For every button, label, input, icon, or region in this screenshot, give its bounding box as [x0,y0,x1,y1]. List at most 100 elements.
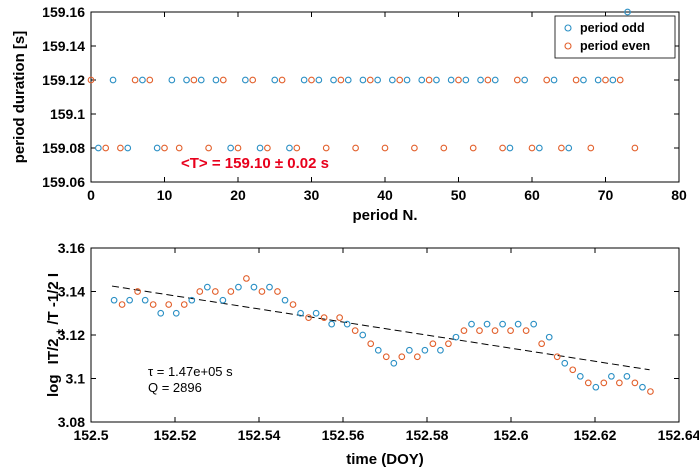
bottom-point-odd [390,359,398,367]
top-x-tick-label: 30 [304,187,320,203]
bottom-point-odd [561,359,569,367]
bottom-x-tick-label: 152.56 [322,427,365,443]
top-point-odd [462,76,470,84]
bottom-point-even [445,340,452,348]
bottom-point-even [584,379,592,387]
bottom-point-odd [437,346,444,354]
top-point-even [146,76,154,84]
fit-line [111,285,650,371]
bottom-point-odd [297,309,304,317]
top-point-even [249,76,257,84]
top-point-even [602,76,609,84]
bottom-point-even [616,379,623,387]
top-point-odd [94,144,102,152]
top-point-odd [609,76,617,84]
bottom-y-tick-label: 3.14 [58,284,85,300]
top-point-odd [389,76,396,84]
bottom-y-axis-label: log IT/2 ± /T -1/2 I [45,273,67,397]
bottom-point-even [382,353,390,361]
bottom-point-even [274,288,281,295]
bottom-point-odd [266,283,273,291]
bottom-point-even [134,288,141,295]
bottom-point-even [196,288,204,295]
top-point-odd [418,76,426,84]
bottom-point-even [320,314,328,321]
top-point-odd [286,144,293,152]
top-point-even [352,144,359,152]
bottom-point-even [476,327,483,335]
top-x-tick-label: 80 [671,187,687,203]
ylabel-log: log [45,375,62,398]
bottom-point-odd [312,309,320,317]
top-point-even [322,144,330,152]
top-point-odd [535,144,543,152]
bottom-point-odd [126,296,133,304]
bottom-point-even [507,327,514,335]
top-point-even [87,76,95,84]
top-point-odd [197,76,205,84]
top-point-even [102,144,110,152]
bottom-y-tick-label: 3.1 [66,371,86,387]
top-point-odd [344,76,352,84]
ylabel-tail: /T -1/2 I [45,273,62,325]
top-y-tick-label: 159.16 [42,4,85,20]
bottom-point-odd [623,372,631,380]
bottom-point-odd [592,383,600,391]
top-y-tick-label: 159.14 [42,38,85,54]
top-point-even [219,76,227,84]
bottom-y-tick-label: 3.08 [58,414,85,430]
bottom-x-tick-label: 152.54 [238,427,281,443]
top-point-odd [330,76,337,84]
top-x-tick-label: 40 [377,187,393,203]
bottom-point-odd [359,331,367,339]
top-point-odd [565,144,573,152]
bottom-point-even [600,379,608,387]
top-point-odd [550,76,558,84]
top-point-odd [109,76,117,84]
bottom-point-odd [452,333,460,341]
bottom-panel: 152.5 152.52 152.54 152.56 152.58 152.6 152.62… [45,240,699,468]
bottom-point-even [336,314,343,321]
bottom-point-even [538,340,546,348]
top-point-even [469,144,477,152]
top-y-axis-label: period duration [s] [11,31,28,164]
top-y-tick-label: 159.12 [42,72,85,88]
legend-marker-odd [564,24,572,32]
top-point-odd [506,144,514,152]
bottom-point-odd [110,296,118,304]
bottom-point-even [289,301,297,308]
bottom-point-odd [514,320,522,328]
bottom-point-even [569,366,577,374]
legend-box [554,15,676,59]
top-point-even [234,144,242,152]
bottom-point-odd [483,320,491,328]
svg-text:log IT/2 ±: log IT/2 ± /T -1/2 I [45,273,67,397]
bottom-point-even [367,340,375,348]
bottom-point-even [227,288,235,295]
bottom-point-odd [406,346,413,354]
top-point-odd [315,76,323,84]
top-point-even [513,76,521,84]
top-point-even [587,144,595,152]
top-point-odd [594,76,602,84]
top-point-odd [374,76,382,84]
bottom-x-axis-label: time (DOY) [346,451,424,468]
bottom-point-odd [639,383,646,391]
bottom-point-even [118,301,126,308]
bottom-point-odd [576,372,584,380]
bottom-y-tick-label: 3.12 [58,327,85,343]
top-y-tick-label: 159.08 [42,140,85,156]
top-point-even [337,76,345,84]
top-point-even [543,76,551,84]
top-point-odd [359,76,367,84]
top-point-odd [168,76,176,84]
bottom-point-odd [343,320,351,328]
top-point-even [117,144,124,152]
ylabel-main: IT/2 [45,339,62,365]
bottom-point-even [553,353,561,361]
top-point-even [528,144,536,152]
top-legend: period odd period even [554,15,676,59]
top-point-even [631,144,639,152]
bottom-x-tick-label: 152.64 [658,427,699,443]
top-point-even [484,76,492,84]
